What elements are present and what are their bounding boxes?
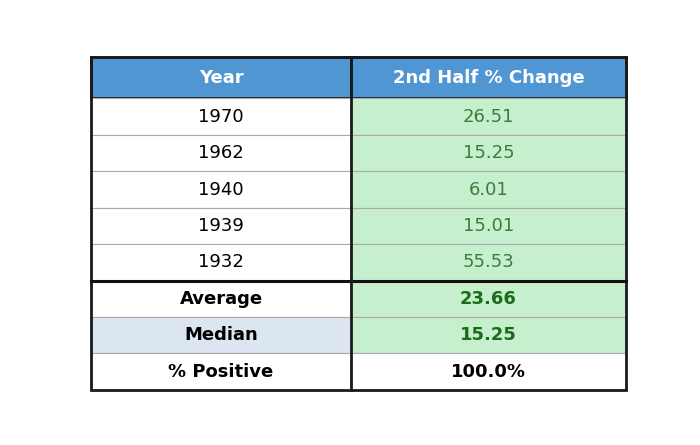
Bar — [92, 244, 351, 281]
Bar — [351, 57, 626, 98]
Bar — [351, 281, 626, 317]
Text: 100.0%: 100.0% — [451, 363, 526, 380]
Bar — [351, 208, 626, 244]
Bar — [92, 57, 351, 98]
Text: 15.25: 15.25 — [460, 326, 517, 344]
Bar — [351, 353, 626, 390]
Bar — [351, 244, 626, 281]
Text: 2nd Half % Change: 2nd Half % Change — [393, 69, 584, 87]
Bar — [351, 317, 626, 353]
Text: 23.66: 23.66 — [460, 290, 517, 308]
Text: 1940: 1940 — [198, 181, 244, 198]
Bar — [351, 98, 626, 135]
Text: 15.25: 15.25 — [463, 144, 514, 162]
Text: 6.01: 6.01 — [468, 181, 508, 198]
Text: % Positive: % Positive — [169, 363, 274, 380]
Text: 26.51: 26.51 — [463, 108, 514, 125]
Bar — [92, 171, 351, 208]
Text: 1970: 1970 — [198, 108, 244, 125]
Text: 15.01: 15.01 — [463, 217, 514, 235]
Text: Average: Average — [179, 290, 262, 308]
Text: 1939: 1939 — [198, 217, 244, 235]
Bar — [92, 135, 351, 171]
Bar — [351, 171, 626, 208]
Text: Median: Median — [184, 326, 258, 344]
Bar — [92, 317, 351, 353]
Text: Year: Year — [199, 69, 244, 87]
Bar — [351, 135, 626, 171]
Text: 1932: 1932 — [198, 253, 244, 271]
Bar — [92, 208, 351, 244]
Bar — [92, 98, 351, 135]
Text: 1962: 1962 — [198, 144, 244, 162]
Bar — [92, 281, 351, 317]
Text: 55.53: 55.53 — [463, 253, 514, 271]
Bar — [92, 353, 351, 390]
